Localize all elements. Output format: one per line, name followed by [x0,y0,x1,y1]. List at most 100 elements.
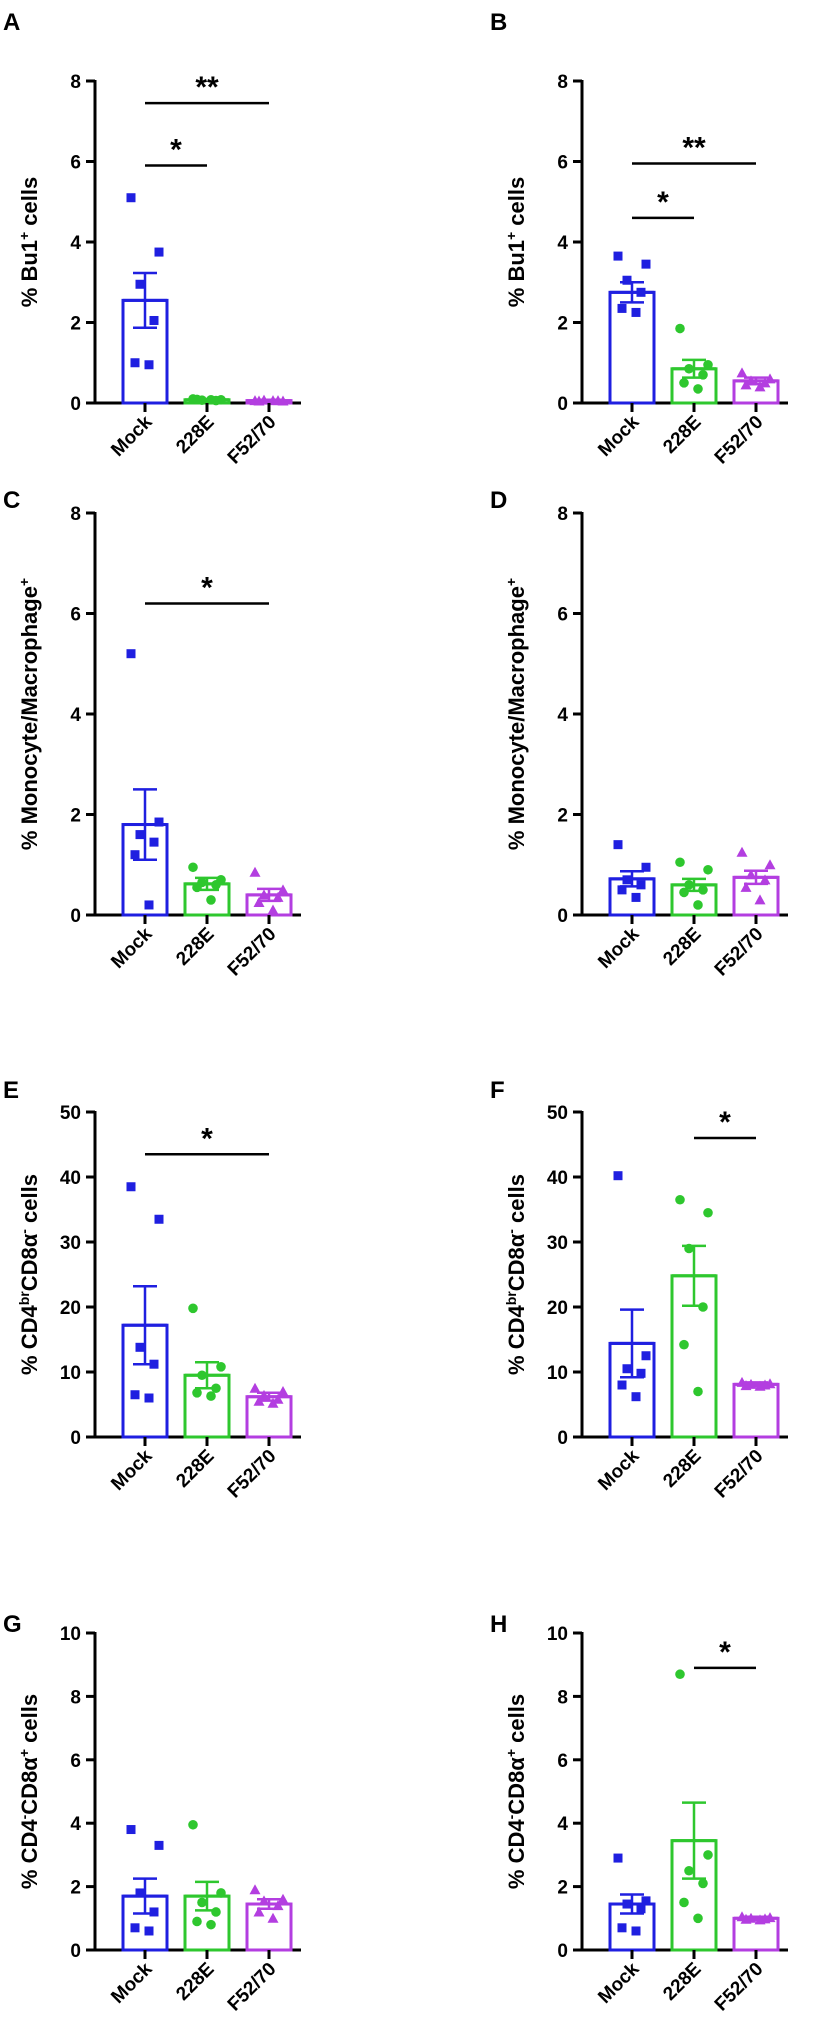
bar-f52-70 [732,1382,780,1439]
data-point [684,363,694,374]
data-point [192,1388,202,1398]
y-tick-label: 30 [547,1233,568,1254]
y-tick-label: 2 [557,314,568,335]
data-point [693,1913,703,1924]
data-point [698,370,708,380]
data-point [675,323,685,334]
data-point [267,1912,279,1923]
significance-label: * [201,571,213,604]
y-tick-label: 8 [557,72,568,93]
panel-label: E [3,1077,19,1104]
y-tick-label: 0 [70,906,81,927]
y-tick-label: 4 [557,233,568,254]
data-point [188,1819,198,1830]
data-point [754,894,766,905]
data-point [188,862,198,873]
category-label: F52/70 [711,1959,768,2016]
y-tick-label: 20 [547,1298,568,1319]
y-tick-label: 0 [70,1428,81,1449]
data-point [736,367,748,378]
y-label-superscript: + [16,232,32,240]
data-point [272,891,284,902]
data-point [135,1342,145,1352]
panel-h: H 0 2 4 6 8 10 % CD4-CD8α+ cells Mock 228E F52/70 * [490,1611,788,2015]
data-point [258,889,270,900]
data-point [679,887,689,898]
panel-d: D 0 2 4 6 8 % Monocyte/Macrophage+ Mock 228E F52/… [490,487,788,980]
y-label-text: cells [17,1174,42,1229]
data-point [192,394,202,405]
data-point [249,1382,261,1393]
category-label: 228E [659,924,705,970]
panel-label: C [3,487,20,514]
y-label-superscript: br [16,1291,32,1306]
data-point [703,864,713,875]
data-point [144,900,154,910]
y-label-text: cells [17,177,42,232]
data-point [693,1386,703,1397]
data-point [130,1923,140,1933]
y-label-text: CD8α [504,1757,529,1815]
data-point [211,1907,221,1917]
data-point [253,395,265,406]
category-label: Mock [107,411,156,460]
data-point [693,384,703,394]
y-label-superscript: + [503,232,519,240]
y-tick-label: 40 [547,1168,568,1189]
significance-label: * [170,134,182,167]
data-point [613,1853,623,1863]
data-point [698,885,708,895]
significance-label: * [719,1106,731,1139]
y-label-text: cells [504,1174,529,1229]
category-label: F52/70 [224,1446,281,1503]
data-point [211,1383,221,1394]
category-label: 228E [172,1959,218,2005]
data-point [149,1907,159,1917]
y-axis-label: % Bu1+ cells [16,177,42,307]
data-point [675,1669,685,1680]
data-point [216,1888,226,1898]
y-tick-label: 6 [557,1751,568,1772]
data-point [759,874,771,885]
panel-label: G [3,1611,22,1638]
y-tick-label: 0 [557,394,568,415]
data-point [636,1368,646,1378]
data-point [206,394,216,405]
data-point [698,1302,708,1312]
data-point [631,1392,641,1402]
y-axis-label: % CD4brCD8α- cells [16,1174,42,1375]
data-point [130,358,140,368]
y-label-superscript: - [16,1229,32,1234]
y-axis-label: % CD4-CD8α+ cells [16,1694,42,1889]
data-point [684,880,694,890]
y-tick-label: 2 [70,806,81,827]
significance-label: ** [195,71,219,104]
y-label-text: % Monocyte/Macrophage [17,586,42,850]
y-tick-label: 50 [60,1103,81,1124]
data-point [130,1390,140,1400]
data-point [135,1888,145,1898]
data-point [613,1171,623,1181]
data-point [675,1194,685,1205]
data-point [272,1900,284,1911]
y-tick-label: 8 [557,1687,568,1708]
y-tick-label: 40 [60,1168,81,1189]
y-tick-label: 4 [70,1814,81,1835]
y-label-text: cells [17,1694,42,1749]
data-point [130,850,140,860]
data-point [740,1913,752,1924]
panel-c: C 0 2 4 6 8 % Monocyte/Macrophage+ Mock 228E F52/… [3,487,301,980]
y-tick-label: 8 [557,504,568,525]
y-tick-label: 4 [557,1814,568,1835]
data-point [636,880,646,890]
data-point [258,1389,270,1400]
data-point [641,1351,651,1361]
data-point [641,862,651,872]
data-point [764,373,776,384]
data-point [126,193,136,203]
data-point [693,900,703,910]
data-point [764,859,776,870]
category-label: F52/70 [224,924,281,981]
